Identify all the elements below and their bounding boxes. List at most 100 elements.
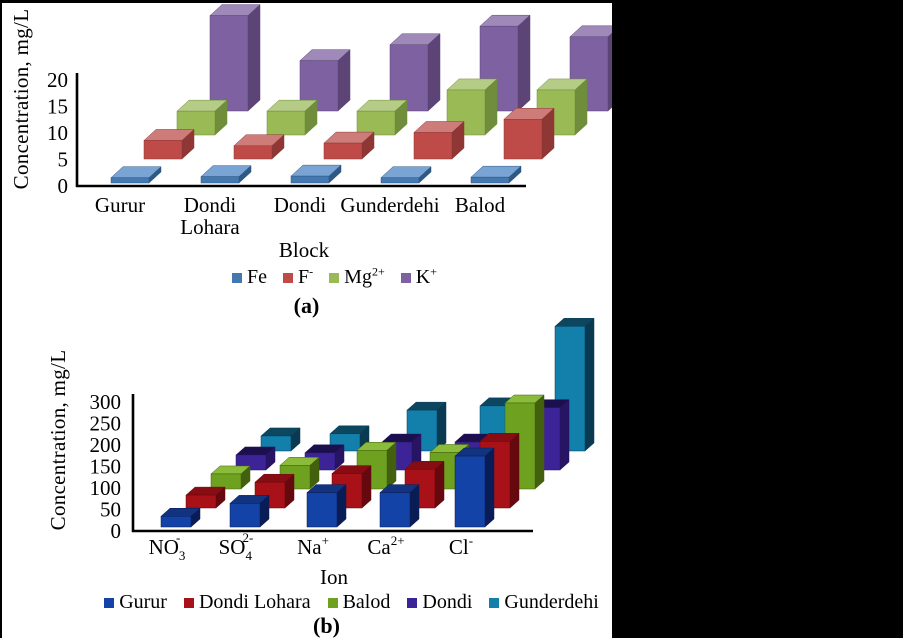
y-tick-label: 0	[111, 519, 122, 543]
bar-side-face	[386, 441, 397, 490]
chart-a-legend: Fe F- Mg2+ K+	[2, 264, 612, 289]
chart-b-y-axis-title: Concentration, mg/L	[46, 349, 70, 531]
legend-swatch	[400, 272, 411, 283]
bar-a-s0-c3	[380, 166, 432, 184]
chart-b-legend: Gurur Dondi Lohara Balod Dondi Gunderdehi	[2, 591, 612, 614]
category-label-a-2: Dondi	[274, 193, 327, 217]
legend-swatch	[407, 597, 418, 608]
category-label-b-2: Na+	[297, 533, 329, 559]
legend-item: F-	[283, 264, 314, 289]
bar-a-s2-c0	[176, 99, 228, 136]
bar-front-face	[200, 176, 240, 184]
bar-b-s0-c3	[379, 484, 420, 528]
legend-swatch	[327, 597, 338, 608]
legend-label: Mg2+	[344, 264, 385, 288]
label-main: Na	[297, 535, 322, 559]
y-tick-label: 10	[47, 121, 68, 145]
label-line: Lohara	[180, 215, 240, 239]
legend-label: Balod	[342, 591, 391, 613]
label-sup: -	[469, 533, 473, 548]
black-side-band	[612, 0, 903, 638]
bar-front-face	[470, 176, 510, 184]
bar-side-face	[427, 33, 441, 112]
label-main: Cl	[449, 535, 469, 559]
y-tick-label: 300	[90, 390, 122, 414]
bar-side-face	[584, 317, 595, 452]
label-sub: 4	[245, 548, 252, 563]
chart-b-x-axis-title: Ion	[320, 565, 348, 589]
bar-front-face	[290, 175, 330, 184]
label-line: Gurur	[95, 193, 145, 217]
bar-side-face	[434, 460, 445, 509]
label-line: Balod	[455, 193, 506, 217]
y-tick-label: 200	[90, 433, 122, 457]
bar-front-face	[299, 60, 339, 112]
bar-front-face	[356, 110, 396, 136]
bar-front-face	[160, 516, 192, 528]
legend-item: Mg2+	[329, 264, 385, 289]
bar-a-s1-c4	[503, 107, 555, 160]
legend-swatch	[489, 597, 500, 608]
bar-b-s3-c0	[235, 446, 276, 471]
bar-a-s1-c1	[233, 134, 285, 160]
y-tick-label: 50	[100, 498, 121, 522]
bar-side-face	[559, 399, 570, 471]
label-main: SO	[219, 535, 246, 559]
category-label-a-0: Gurur	[95, 193, 145, 217]
bar-side-face	[517, 14, 531, 112]
category-label-b-4: Cl-	[449, 533, 473, 559]
label-main: NO	[149, 535, 179, 559]
bar-a-s0-c4	[470, 165, 522, 184]
legend-item: K+	[400, 264, 437, 289]
chart-b-caption: (b)	[313, 613, 340, 638]
bar-front-face	[176, 110, 216, 136]
y-tick-label: 250	[90, 412, 122, 436]
bar-front-face	[266, 110, 306, 136]
legend-label: Gurur	[119, 591, 167, 613]
bar-a-s3-c3	[479, 14, 531, 112]
label-line: Gunderdehi	[340, 193, 439, 217]
bar-a-s0-c1	[200, 165, 252, 184]
bar-front-face	[110, 177, 150, 184]
y-tick-label: 100	[90, 476, 122, 500]
y-tick-label: 20	[47, 68, 68, 92]
category-label-b-0: NO3 -	[149, 530, 186, 563]
legend-swatch	[283, 272, 294, 283]
bar-b-s1-c0	[185, 486, 226, 509]
legend-item: Balod	[327, 591, 391, 614]
bar-front-face	[185, 494, 217, 509]
y-tick-label: 15	[47, 95, 68, 119]
bar-front-face	[454, 455, 486, 528]
bar-side-face	[337, 49, 351, 112]
bar-a-s3-c0	[209, 4, 261, 112]
bar-side-face	[436, 401, 447, 452]
category-label-a-1: Dondi Lohara	[180, 193, 240, 239]
bar-front-face	[380, 177, 420, 184]
bar-b-s0-c0	[160, 507, 201, 528]
legend-item: Gurur	[104, 591, 167, 614]
legend-label: K+	[415, 264, 437, 288]
label-line: Dondi	[274, 193, 327, 217]
legend-label: Fe	[247, 266, 268, 288]
legend-item: Gunderdehi	[489, 591, 599, 614]
bar-a-s2-c1	[266, 99, 318, 136]
legend-label: F-	[298, 264, 314, 288]
label-sup: 2-	[243, 530, 254, 545]
label-sub: 3	[179, 548, 186, 563]
bars	[110, 4, 612, 184]
bar-side-face	[247, 4, 261, 112]
bar-front-face	[413, 132, 453, 160]
y-tick-label: 0	[58, 174, 69, 198]
bar-front-face	[379, 492, 411, 528]
bar-front-face	[210, 473, 242, 490]
bar-b-s3-c1	[304, 444, 345, 471]
figure-content: 0 5 10 15 20 Gurur Dondi Lohara Dondi Gunderdehi B…	[2, 3, 612, 638]
y-tick-label: 5	[58, 148, 69, 172]
bar-a-s1-c0	[143, 128, 195, 160]
legend-label: Dondi Lohara	[198, 591, 311, 613]
legend-swatch	[232, 272, 243, 283]
chart-a-y-axis-title: Concentration, mg/L	[9, 8, 33, 190]
label-main: Ca	[367, 535, 391, 559]
